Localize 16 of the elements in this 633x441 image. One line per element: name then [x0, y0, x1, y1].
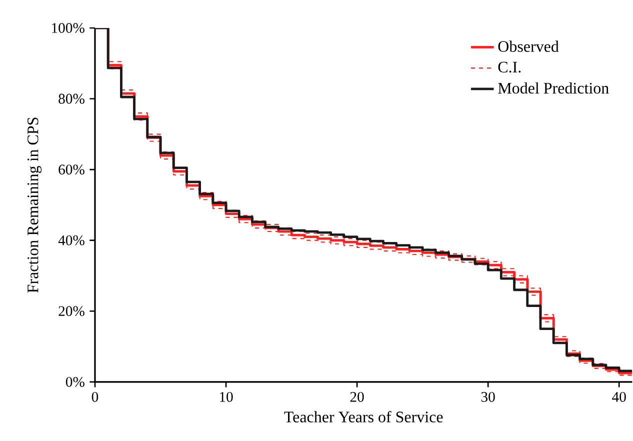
y-tick-label: 100%: [52, 23, 84, 33]
y-tick-label: 40%: [58, 235, 84, 246]
y-tick-label: 20%: [58, 306, 84, 316]
legend-label: Observed: [498, 40, 559, 52]
y-tick-label: 60%: [58, 164, 84, 175]
y-tick-label: 80%: [58, 94, 84, 104]
x-tick-label: 30: [481, 392, 495, 402]
x-tick-label: 10: [220, 392, 233, 402]
x-tick-label: 40: [612, 392, 626, 402]
legend-label: C.I.: [498, 62, 521, 73]
x-tick-label: 20: [350, 392, 364, 402]
y-tick-label: 0%: [66, 376, 84, 387]
x-axis-title: Teacher Years of Service: [284, 411, 443, 422]
legend-label: Model Prediction: [498, 82, 609, 94]
x-tick-label: 0: [92, 392, 98, 402]
y-axis-title: Fraction Remaining in CPS: [28, 118, 42, 293]
